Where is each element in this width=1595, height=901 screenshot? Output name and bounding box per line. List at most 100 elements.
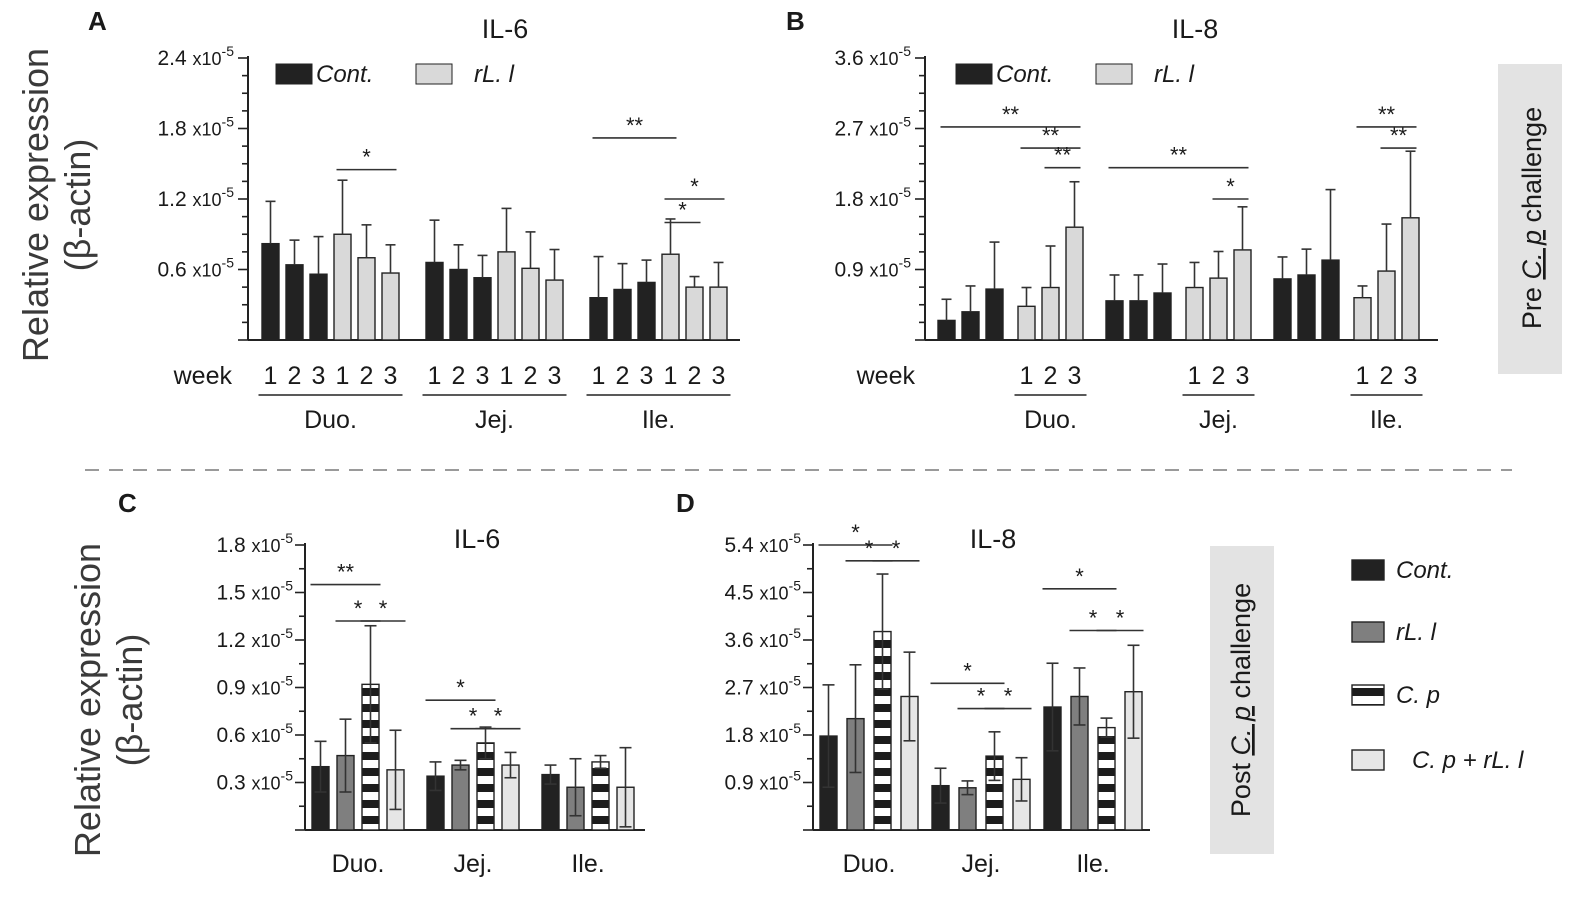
week-number: 3 bbox=[1236, 362, 1250, 390]
bar-jej-cont-week1 bbox=[1105, 300, 1124, 341]
significance-5-label: * bbox=[494, 704, 503, 729]
bar-jej-cont-week2 bbox=[1129, 300, 1148, 341]
chart-title: IL-8 bbox=[1172, 14, 1219, 44]
significance-4-label: * bbox=[977, 684, 986, 709]
week-number: 1 bbox=[336, 362, 350, 390]
panel-c: C IL-6 0.3 x10-5 0.6 x10-5 0.9 x10-5 1.2 x10-… bbox=[118, 488, 645, 878]
legend-label-rll: rL. l bbox=[474, 61, 515, 88]
week-number: 2 bbox=[1380, 362, 1394, 390]
legend-swatch-cont bbox=[275, 63, 313, 85]
panel-a: A IL-6 0.6 x10-5 1.2 x10-5 1.8 x10-5 2.4 x10-… bbox=[88, 6, 740, 434]
week-number: 2 bbox=[1044, 362, 1058, 390]
bar-jej-cont-week3 bbox=[473, 277, 492, 341]
y-tick-label: 0.3 x10-5 bbox=[216, 768, 293, 795]
y-label-line2: (β-actin) bbox=[57, 139, 98, 272]
week-number: 1 bbox=[1020, 362, 1034, 390]
week-number: 2 bbox=[524, 362, 538, 390]
significance-1-label: * bbox=[354, 596, 363, 621]
bar-ile-rll-week3 bbox=[1401, 217, 1420, 341]
bar-jej-cont-week3 bbox=[1153, 292, 1172, 341]
week-label: week bbox=[173, 362, 233, 390]
bar-duo-cont-week2 bbox=[961, 311, 980, 341]
svg-text:Post C. p challenge: Post C. p challenge bbox=[1226, 583, 1256, 817]
week-number: 2 bbox=[688, 362, 702, 390]
y-tick-label: 0.6 x10-5 bbox=[216, 720, 293, 747]
legend-label-cp: C. p bbox=[1396, 682, 1440, 709]
week-number: 1 bbox=[664, 362, 678, 390]
legend-label-cont: Cont. bbox=[996, 61, 1053, 88]
week-number: 1 bbox=[1188, 362, 1202, 390]
category-label: Jej. bbox=[962, 850, 1001, 878]
bar-jej-cont-week1 bbox=[425, 261, 444, 341]
pre-challenge-label: Pre C. p challenge bbox=[1517, 107, 1547, 329]
y-tick-label: 4.5 x10-5 bbox=[724, 578, 801, 605]
significance-1-label: ** bbox=[1042, 123, 1060, 148]
chart-title: IL-8 bbox=[970, 524, 1017, 554]
week-number: 1 bbox=[264, 362, 278, 390]
category-label: Duo. bbox=[332, 850, 385, 878]
significance-0-label: * bbox=[362, 145, 371, 170]
y-tick-label: 2.7 x10-5 bbox=[724, 673, 801, 700]
y-tick-label: 1.8 x10-5 bbox=[834, 184, 911, 211]
week-number: 3 bbox=[1404, 362, 1418, 390]
significance-3-label: * bbox=[456, 675, 465, 700]
chart-title: IL-6 bbox=[482, 14, 529, 44]
bar-ile-rll-week3 bbox=[709, 286, 728, 341]
bar-ile-rll-week1 bbox=[1353, 297, 1372, 341]
bar-jej-rll-week3 bbox=[1233, 249, 1252, 341]
significance-2-label: * bbox=[379, 596, 388, 621]
bar-jej-rll-week1 bbox=[497, 251, 516, 341]
y-tick-label: 0.9 x10-5 bbox=[216, 673, 293, 700]
bar-duo-rll-week1 bbox=[333, 233, 352, 341]
legend-label-cont: Cont. bbox=[1396, 557, 1453, 584]
legend-swatch-cp bbox=[1351, 684, 1385, 706]
bar-duo-rll-week3 bbox=[1065, 226, 1084, 341]
significance-2-label: ** bbox=[1054, 143, 1072, 168]
week-number: 1 bbox=[428, 362, 442, 390]
week-number: 3 bbox=[712, 362, 726, 390]
panel-letter: D bbox=[676, 488, 695, 518]
legend-swatch-cp-rll bbox=[1351, 749, 1385, 771]
bar-jej-rll-week1 bbox=[1185, 286, 1204, 341]
bar-jej-rll-week3 bbox=[545, 279, 564, 341]
week-number: 3 bbox=[548, 362, 562, 390]
y-tick-label: 3.6 x10-5 bbox=[834, 43, 911, 70]
y-label-line1: Relative expression bbox=[15, 48, 56, 362]
y-axis-label-bottom: Relative expression (β-actin) bbox=[67, 543, 150, 857]
legend-swatch-rll bbox=[1095, 63, 1133, 85]
bar-duo-cont-week1 bbox=[937, 319, 956, 341]
significance-1-label: ** bbox=[626, 113, 644, 138]
bar-ile-rll-week1 bbox=[661, 253, 680, 341]
post-label-c: challenge bbox=[1226, 583, 1256, 706]
category-label: Jej. bbox=[1199, 406, 1238, 434]
legend-swatch-cont bbox=[955, 63, 993, 85]
legend-swatch-cont bbox=[1351, 559, 1385, 581]
svg-text:Pre C. p challenge: Pre C. p challenge bbox=[1517, 107, 1547, 329]
bar-duo-rll-week2 bbox=[1041, 286, 1060, 341]
bar-duo-cont-week1 bbox=[261, 242, 280, 341]
bar-ile-cp bbox=[1097, 726, 1116, 831]
category-label: Ile. bbox=[642, 406, 675, 434]
bar-jej-rll-week2 bbox=[1209, 277, 1228, 341]
pre-challenge-box bbox=[1498, 64, 1562, 374]
legend-label-rll: rL. l bbox=[1154, 61, 1195, 88]
week-number: 3 bbox=[312, 362, 326, 390]
legend-swatch-rll bbox=[1351, 621, 1385, 643]
y-label-line2-bottom: (β-actin) bbox=[109, 634, 150, 767]
y-tick-label: 1.5 x10-5 bbox=[216, 578, 293, 605]
significance-0-label: ** bbox=[1002, 102, 1020, 127]
bar-ile-rll-week2 bbox=[685, 286, 704, 341]
legend-swatch-rll bbox=[415, 63, 453, 85]
week-number: 3 bbox=[476, 362, 490, 390]
bar-ile-cont-week3 bbox=[1321, 259, 1340, 341]
panel-d: D IL-8 0.9 x10-5 1.8 x10-5 2.7 x10-5 3.6 x10-… bbox=[676, 488, 1150, 878]
significance-3-label: * bbox=[678, 198, 687, 223]
significance-5-label: * bbox=[1004, 684, 1013, 709]
bar-ile-cont-week1 bbox=[589, 297, 608, 341]
y-tick-label: 2.4 x10-5 bbox=[157, 43, 234, 70]
bar-ile-cont-week3 bbox=[637, 281, 656, 341]
legend-label-rll: rL. l bbox=[1396, 619, 1437, 646]
y-tick-label: 5.4 x10-5 bbox=[724, 530, 801, 557]
post-label-a: Post bbox=[1226, 756, 1256, 818]
significance-0-label: * bbox=[851, 520, 860, 545]
